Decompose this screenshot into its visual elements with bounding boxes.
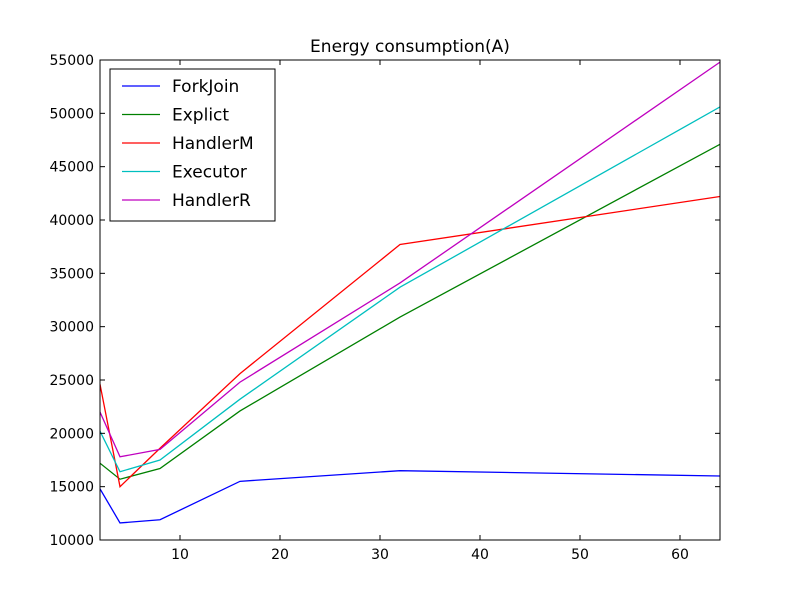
- legend: ForkJoin Explict HandlerM Executor HandlerR: [110, 69, 275, 221]
- chart-title: Energy consumption(A): [310, 37, 510, 57]
- y-tick-label: 20000: [49, 426, 94, 442]
- legend-label-explict: Explict: [172, 106, 229, 126]
- y-tick-label: 45000: [49, 160, 94, 176]
- x-tick-label: 10: [171, 547, 189, 563]
- y-tick-label: 15000: [49, 480, 94, 496]
- y-tick-label: 35000: [49, 266, 94, 282]
- legend-label-executor: Executor: [172, 163, 247, 183]
- x-tick-label: 60: [671, 547, 689, 563]
- y-tick-label: 25000: [49, 373, 94, 389]
- y-tick-label: 55000: [49, 53, 94, 69]
- x-tick-label: 30: [371, 547, 389, 563]
- x-tick-label: 50: [571, 547, 589, 563]
- y-tick-label: 10000: [49, 533, 94, 549]
- y-tick-label: 40000: [49, 213, 94, 229]
- legend-label-handlerm: HandlerM: [172, 134, 254, 154]
- legend-label-handlerr: HandlerR: [172, 191, 251, 211]
- y-tick-label: 30000: [49, 320, 94, 336]
- y-tick-label: 50000: [49, 106, 94, 122]
- x-tick-label: 20: [271, 547, 289, 563]
- x-tick-label: 40: [471, 547, 489, 563]
- legend-label-forkjoin: ForkJoin: [172, 77, 239, 97]
